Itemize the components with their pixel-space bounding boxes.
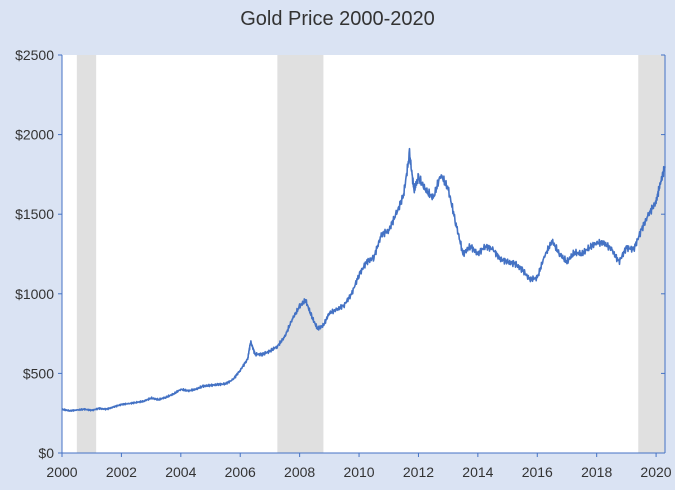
x-tick-label-5: 2010: [343, 464, 374, 480]
y-tick-label-4: $2000: [15, 127, 54, 143]
shaded-period-1: [277, 55, 324, 453]
shaded-period-0: [76, 55, 97, 453]
y-tick-label-3: $1500: [15, 206, 54, 222]
x-tick-label-1: 2002: [106, 464, 137, 480]
plot-area: [62, 55, 665, 453]
x-tick-label-3: 2006: [225, 464, 256, 480]
x-tick-label-4: 2008: [284, 464, 315, 480]
x-tick-label-9: 2018: [581, 464, 612, 480]
series-line-0: [61, 147, 666, 412]
x-tick-label-7: 2014: [462, 464, 493, 480]
x-tick-label-6: 2012: [403, 464, 434, 480]
x-tick-label-10: 2020: [640, 464, 671, 480]
chart-title: Gold Price 2000-2020: [240, 8, 435, 30]
x-tick-label-2: 2004: [165, 464, 196, 480]
x-tick-label-0: 2000: [46, 464, 77, 480]
y-tick-label-0: $0: [38, 445, 54, 461]
shaded-period-2: [638, 55, 665, 453]
y-tick-label-1: $500: [23, 365, 54, 381]
x-tick-label-8: 2016: [522, 464, 553, 480]
y-tick-label-2: $1000: [15, 286, 54, 302]
y-tick-label-5: $2500: [15, 47, 54, 63]
